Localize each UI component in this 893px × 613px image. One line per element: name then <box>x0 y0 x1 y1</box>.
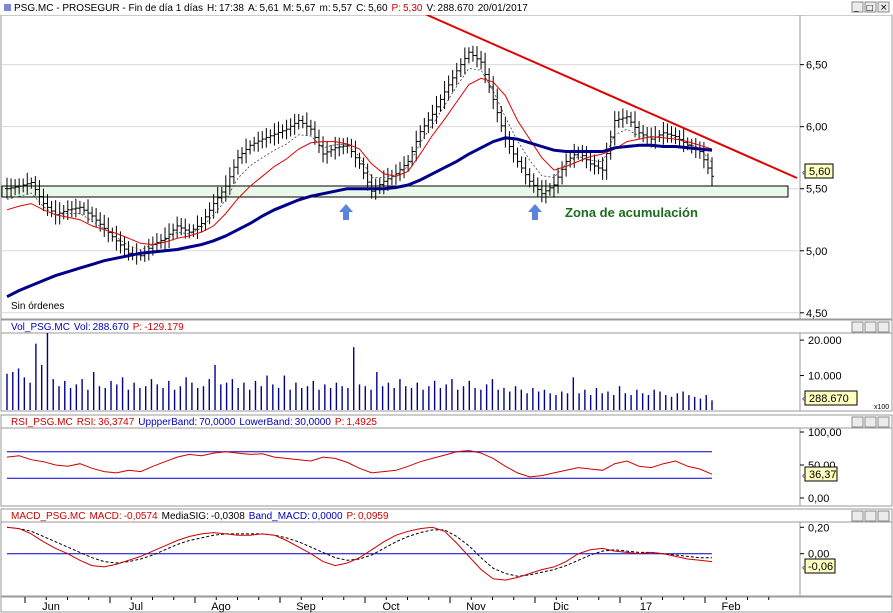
volume-panel: Vol_PSG.MC Vol: 288.670 P: -129.179 20.000 10… <box>0 319 893 412</box>
month-label: 17 <box>640 601 652 613</box>
no-orders-label: Sin órdenes <box>11 301 64 312</box>
macd-panel: MACD_PSG.MC MACD: -0,0574 MediaSIG: -0,0308 B… <box>0 508 893 597</box>
rsi-header-text: RSI_PSG.MC RSI: 36,3747 UppperBand: 70,0000 L… <box>11 417 377 428</box>
macd-tick-label: 0,20 <box>808 522 829 534</box>
volume-tick-label: 20.000 <box>808 335 842 347</box>
zone-annotation: Zona de acumulación <box>565 205 698 220</box>
chart-icon <box>4 4 11 11</box>
rsi-header-bar <box>0 414 893 429</box>
marker-caret-icon: ‹ <box>802 168 805 177</box>
price-ohlc-series <box>5 45 714 265</box>
macd-signal-line <box>6 526 712 577</box>
rsi-panel: RSI_PSG.MC RSI: 36,3747 UppperBand: 70,0000 L… <box>0 414 893 507</box>
price-window-buttons: _ □ × <box>851 1 890 13</box>
price-panel: Zona de acumulación Sin órdenes 6,50 6,00… <box>0 1 893 320</box>
last-rsi-box <box>804 466 838 482</box>
month-label: Jun <box>42 601 60 613</box>
macd-plot-frame <box>0 521 801 597</box>
price-tick-label: 5,50 <box>806 184 827 196</box>
time-axis-frame <box>0 596 893 613</box>
maximize-icon: □ <box>866 3 874 12</box>
close-button[interactable] <box>877 416 890 428</box>
price-tick-label: 6,00 <box>806 122 827 134</box>
rsi-tick-label: 0,00 <box>808 493 829 505</box>
price-header-bar <box>1 1 892 15</box>
ma-fast-line <box>6 77 713 246</box>
rsi-tick-label: 100,00 <box>808 427 842 439</box>
ma-slow-line <box>6 136 713 299</box>
price-axis-ticks: 6,50 6,00 5,50 5,00 4,50 <box>800 60 827 320</box>
close-button[interactable] <box>877 321 890 333</box>
marker-caret-icon: ‹ <box>802 563 805 572</box>
last-macd-value: -0,06 <box>808 561 833 573</box>
minimize-button[interactable] <box>851 321 864 333</box>
last-rsi-value: 36,37 <box>809 469 837 481</box>
month-label: Jul <box>129 601 143 613</box>
close-button[interactable] <box>877 1 890 13</box>
rsi-plot-frame <box>0 427 801 507</box>
minimize-button[interactable] <box>851 1 864 13</box>
close-button[interactable] <box>877 510 890 522</box>
volume-bars <box>6 333 713 410</box>
macd-line <box>6 526 713 581</box>
close-icon: × <box>880 3 888 13</box>
month-label: Sep <box>296 601 316 613</box>
last-volume-value: 288.670 <box>809 393 849 405</box>
last-volume-box <box>804 390 858 406</box>
maximize-button[interactable] <box>864 1 877 13</box>
volume-tick-label: 10.000 <box>808 371 842 383</box>
volume-axis-ticks: 20.000 10.000 <box>800 335 842 383</box>
volume-header-text: Vol_PSG.MC Vol: 288.670 P: -129.179 <box>11 322 184 333</box>
price-tick-label: 6,50 <box>806 60 827 72</box>
price-header-text: PSG.MC - PROSEGUR - Fin de día 1 días H: 1… <box>14 3 528 14</box>
last-price-value: 5,60 <box>809 166 830 178</box>
macd-tick-label: 0,00 <box>808 549 829 561</box>
macd-axis-ticks: 0,20 0,00 <box>800 522 829 561</box>
accumulation-zone-band <box>1 185 789 198</box>
price-tick-label: 4,50 <box>806 308 827 320</box>
macd-header-text: MACD_PSG.MC MACD: -0,0574 MediaSIG: -0,0308 B… <box>11 511 389 522</box>
minimize-button[interactable] <box>851 510 864 522</box>
minimize-button[interactable] <box>851 416 864 428</box>
month-label: Ago <box>211 601 231 613</box>
volume-multiplier: x100 <box>874 404 889 411</box>
up-arrow-icon <box>339 204 353 220</box>
rsi-line <box>6 449 713 478</box>
marker-caret-icon: ‹ <box>802 471 805 480</box>
month-label: Dic <box>553 601 569 613</box>
price-tick-label: 5,00 <box>806 246 827 258</box>
month-label: Feb <box>722 601 741 613</box>
month-label: Oct <box>382 601 399 613</box>
time-axis: Jun Jul Ago Sep Oct Nov Dic 17 Feb <box>0 596 893 613</box>
resistance-trendline <box>424 13 798 179</box>
maximize-button[interactable] <box>864 321 877 333</box>
month-label: Nov <box>466 601 486 613</box>
marker-caret-icon: ‹ <box>802 394 805 403</box>
last-macd-box <box>804 558 836 574</box>
last-price-box <box>804 163 834 179</box>
maximize-button[interactable] <box>864 416 877 428</box>
minimize-icon: _ <box>853 3 859 12</box>
maximize-button[interactable] <box>864 510 877 522</box>
time-axis-ticks: Jun Jul Ago Sep Oct Nov Dic 17 Feb <box>24 597 770 613</box>
up-arrow-icon <box>528 204 542 220</box>
